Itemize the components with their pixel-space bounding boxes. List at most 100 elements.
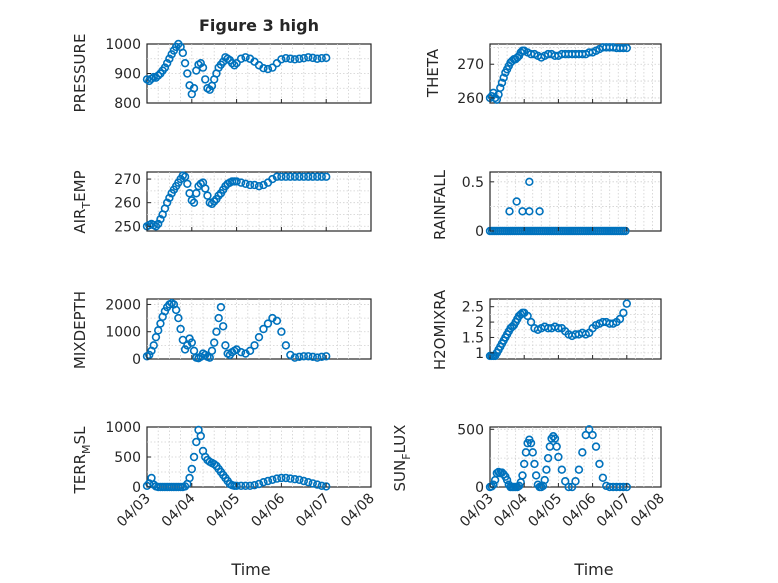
data-point xyxy=(241,179,250,189)
data-point xyxy=(263,64,273,74)
data-point xyxy=(277,473,286,483)
data-point xyxy=(598,473,608,482)
y-tick-label: 260 xyxy=(457,91,484,107)
data-point xyxy=(189,452,199,462)
data-point xyxy=(227,58,237,68)
data-point xyxy=(317,172,326,181)
y-axis-label: PRESSURE xyxy=(71,34,89,113)
data-point xyxy=(156,215,165,224)
x-tick-label: 04/07 xyxy=(594,491,634,531)
data-point xyxy=(221,341,230,350)
data-point xyxy=(232,177,241,186)
y-tick-label: 800 xyxy=(114,96,141,112)
data-point xyxy=(151,73,161,82)
data-point xyxy=(299,476,308,486)
x-tick-label: 04/06 xyxy=(248,490,288,530)
panel-pressure: 800 900 1000 Figure 3 high PRESSURE xyxy=(71,16,372,113)
data-point xyxy=(313,54,322,63)
y-tick-label: 270 xyxy=(114,172,141,188)
data-point xyxy=(578,448,587,457)
data-point xyxy=(304,172,313,181)
data-point xyxy=(317,53,326,63)
data-point xyxy=(259,63,268,73)
data-point xyxy=(489,88,498,98)
data-point xyxy=(207,346,217,356)
data-point xyxy=(299,172,308,181)
data-point xyxy=(281,341,291,350)
data-point xyxy=(165,193,174,203)
data-point xyxy=(210,338,219,347)
data-point xyxy=(526,438,536,448)
chart-title: Figure 3 high xyxy=(199,16,319,35)
data-point xyxy=(304,53,313,62)
data-point xyxy=(308,352,317,362)
data-point xyxy=(295,475,304,484)
data-point xyxy=(286,474,295,483)
data-point xyxy=(272,316,282,326)
data-point xyxy=(192,189,201,198)
data-point xyxy=(268,174,277,184)
data-point xyxy=(615,314,625,324)
y-tick-label: 900 xyxy=(114,67,141,83)
data-point xyxy=(232,58,241,68)
data-point xyxy=(530,459,539,469)
y-axis-label: THETA xyxy=(424,48,442,98)
data-point xyxy=(183,179,192,189)
data-point xyxy=(154,219,163,229)
data-point xyxy=(165,54,174,63)
y-tick-label: 0 xyxy=(475,224,484,240)
y-axis-label: H2OMIXRA xyxy=(431,289,449,370)
data-point xyxy=(192,437,201,447)
data-point xyxy=(201,75,210,84)
axes-box xyxy=(146,298,372,360)
x-tick-label: 04/04 xyxy=(159,490,199,530)
data-point xyxy=(496,83,505,93)
data-point xyxy=(151,222,161,231)
data-point xyxy=(622,299,631,308)
data-point xyxy=(254,181,264,191)
data-point xyxy=(286,54,295,63)
data-point xyxy=(171,305,181,315)
data-point xyxy=(277,327,286,336)
panel-theta: 260 270 THETA xyxy=(424,43,662,107)
data-point xyxy=(552,442,561,451)
y-tick-label: 1.5 xyxy=(462,330,484,346)
data-point xyxy=(218,322,228,331)
data-point xyxy=(564,482,573,492)
data-point xyxy=(595,459,604,469)
data-point xyxy=(268,475,277,484)
data-point xyxy=(322,53,331,63)
data-point xyxy=(313,480,322,489)
data-point xyxy=(525,207,534,216)
data-point xyxy=(574,465,584,474)
data-point xyxy=(322,172,331,181)
data-point xyxy=(149,341,158,350)
x-tick-label: 04/03 xyxy=(114,491,154,531)
data-point xyxy=(290,172,300,181)
data-point xyxy=(180,58,190,68)
data-point xyxy=(308,479,317,488)
data-point xyxy=(245,481,255,490)
data-point xyxy=(187,196,197,205)
data-point xyxy=(216,302,226,312)
data-point xyxy=(154,71,163,80)
x-tick-label: 04/05 xyxy=(525,491,565,531)
y-axis-label: TERRMSL xyxy=(71,426,93,495)
y-axis-label: SUNFLUX xyxy=(391,425,413,492)
data-point xyxy=(180,345,190,354)
x-axis-label: Time xyxy=(573,560,613,579)
data-point xyxy=(250,180,259,190)
data-point xyxy=(236,178,246,187)
data-point xyxy=(259,478,268,487)
y-tick-label: 0 xyxy=(132,480,141,496)
data-point xyxy=(487,482,496,491)
data-point xyxy=(512,197,521,206)
data-point xyxy=(245,180,255,190)
data-point xyxy=(550,434,560,443)
data-point xyxy=(313,353,322,362)
x-tick-label: 04/07 xyxy=(293,491,333,531)
data-point xyxy=(277,55,286,64)
data-point xyxy=(196,58,205,68)
y-tick-label: 2000 xyxy=(105,297,141,313)
